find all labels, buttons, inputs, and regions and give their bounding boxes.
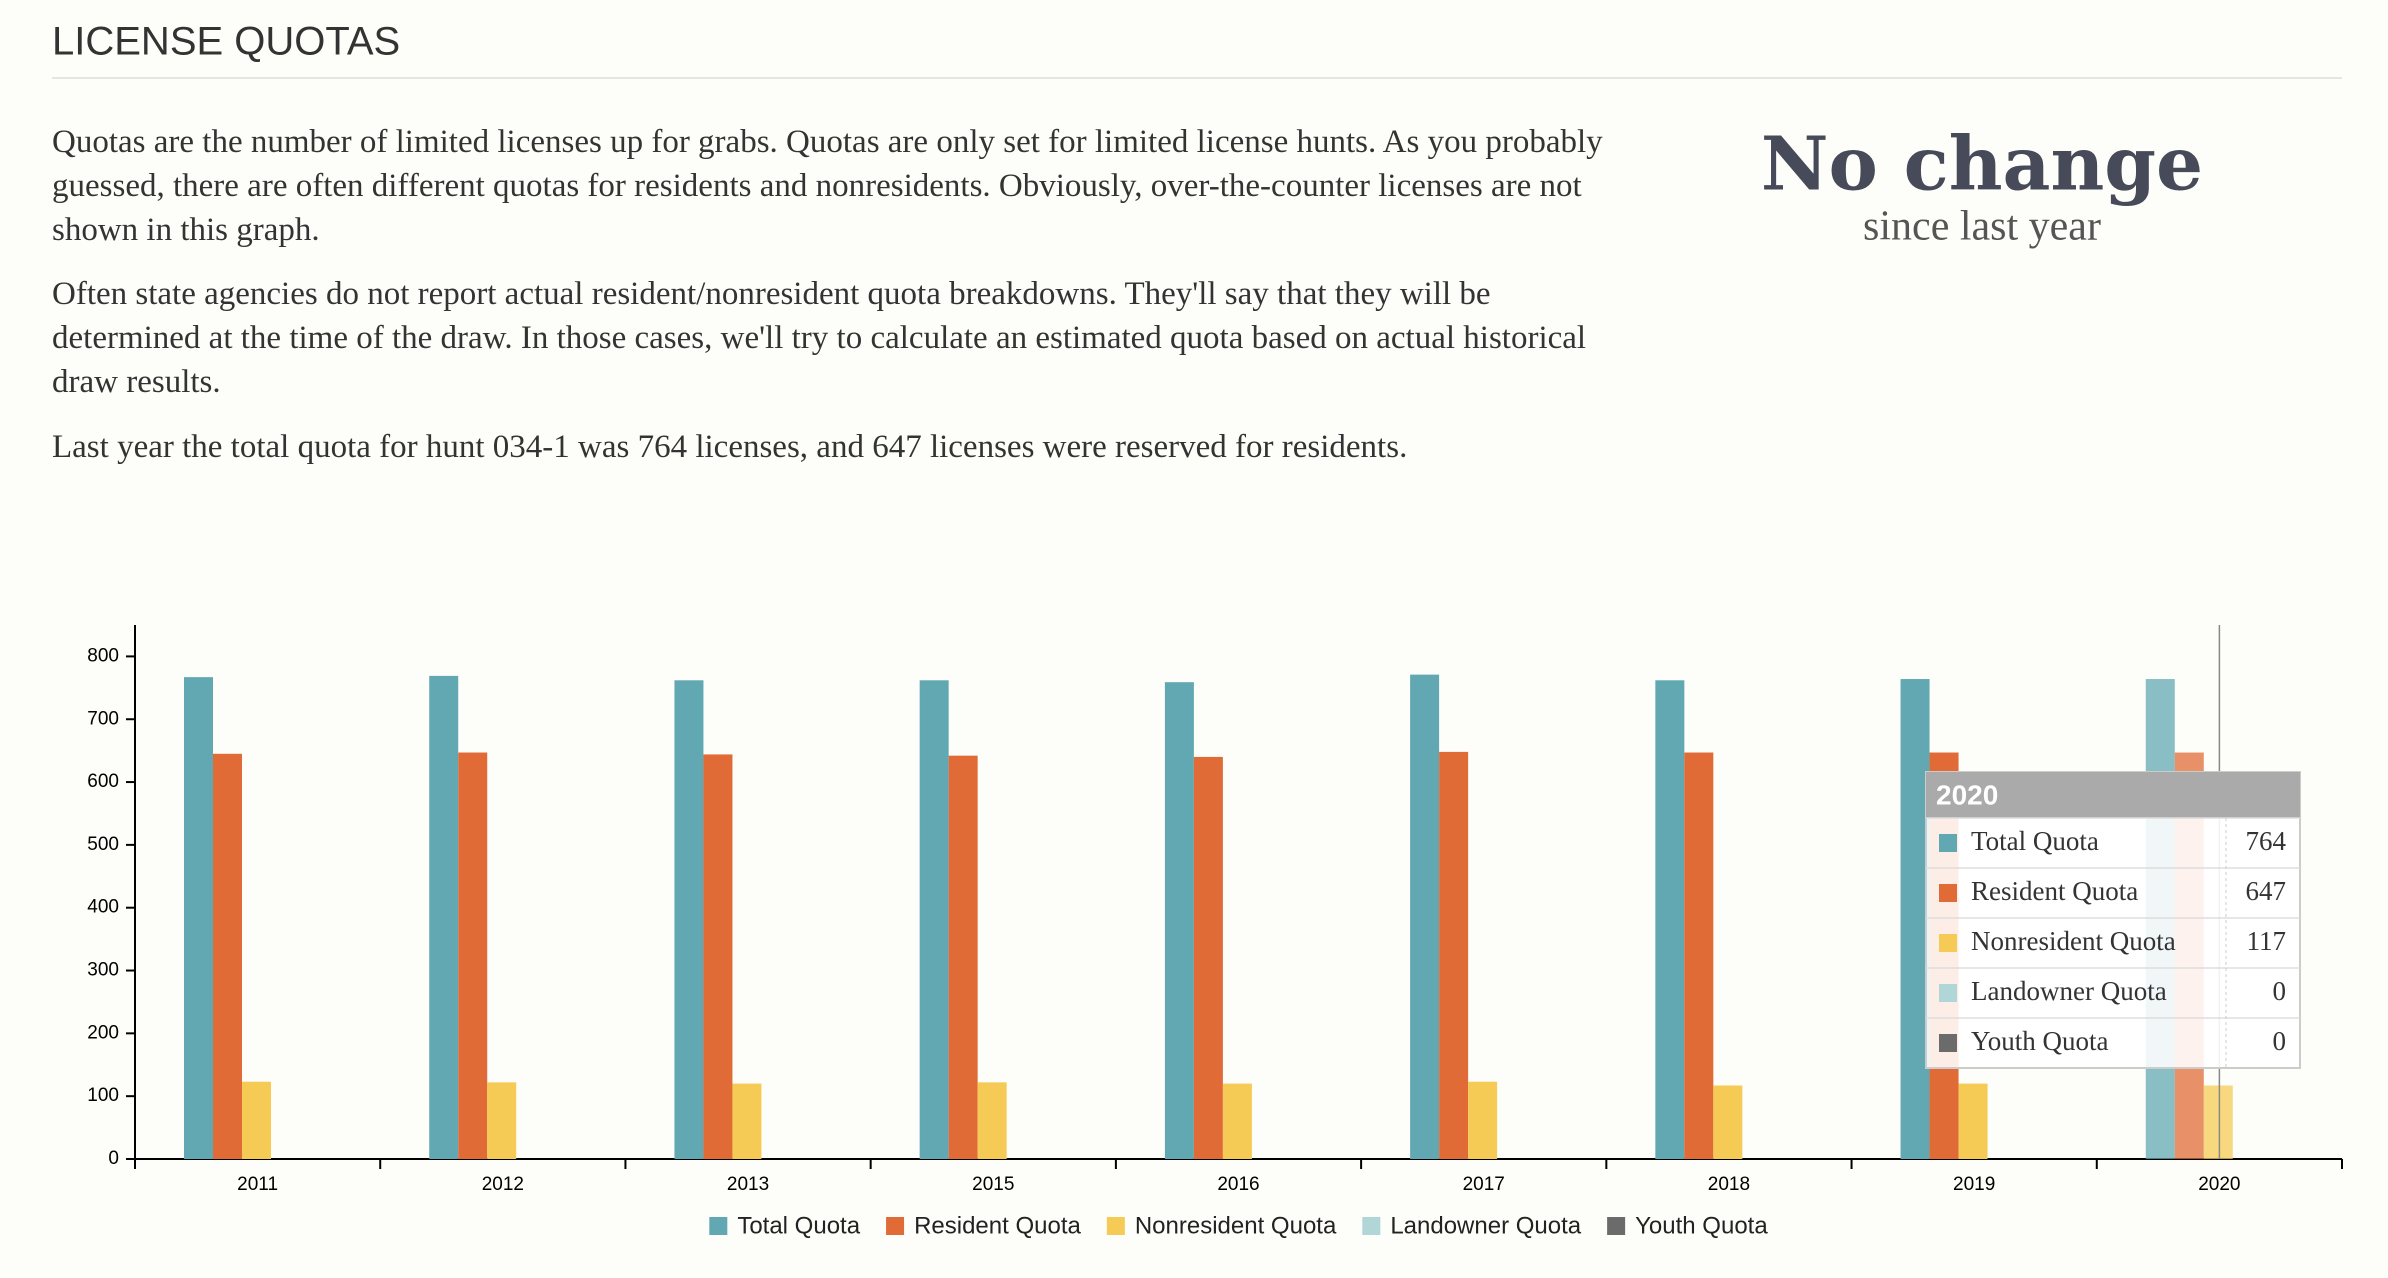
bar	[732, 1083, 762, 1159]
tooltip-header	[1926, 772, 2300, 818]
legend-swatch	[886, 1217, 905, 1235]
x-tick-label: 2018	[1708, 1174, 1750, 1195]
tooltip: 2020 Total Quota 764 Resident Quota 647 Nonre…	[1925, 771, 2301, 1069]
legend: Total Quota Resident Quota Nonresident Quo…	[709, 1212, 1768, 1239]
tooltip-title: 2020	[1936, 779, 1998, 810]
y-tick-label: 400	[87, 897, 119, 918]
legend-label: Landowner Quota	[1390, 1212, 1581, 1239]
x-tick-label: 2016	[1217, 1174, 1259, 1195]
x-tick-label: 2011	[237, 1174, 278, 1195]
x-tick-label: 2015	[972, 1174, 1014, 1195]
bar	[429, 675, 459, 1159]
bar	[1439, 751, 1469, 1159]
tooltip-label: Nonresident Quota	[1971, 926, 2176, 956]
bar	[1900, 679, 1930, 1159]
bar	[1164, 682, 1194, 1159]
bar	[1684, 752, 1714, 1159]
tooltip-value: 0	[2273, 1026, 2287, 1056]
tooltip-value: 647	[2246, 876, 2287, 906]
tooltip-label: Total Quota	[1971, 826, 2099, 856]
bar	[1958, 1083, 1988, 1159]
tooltip-swatch	[1939, 884, 1957, 902]
y-tick-label: 200	[87, 1022, 119, 1043]
bar	[977, 1082, 1007, 1159]
legend-swatch	[1607, 1217, 1626, 1235]
legend-label: Youth Quota	[1635, 1212, 1768, 1239]
y-tick-label: 600	[87, 771, 119, 792]
bar	[1410, 674, 1440, 1159]
tooltip-value: 0	[2273, 976, 2287, 1006]
bar	[1655, 680, 1685, 1159]
bar	[487, 1082, 517, 1159]
bar	[213, 753, 242, 1159]
legend-label: Nonresident Quota	[1135, 1212, 1337, 1239]
tooltip-label: Youth Quota	[1971, 1026, 2109, 1056]
bar	[1193, 756, 1223, 1159]
legend-label: Total Quota	[737, 1212, 860, 1239]
y-tick-label: 700	[87, 708, 119, 729]
bar	[703, 754, 733, 1159]
legend-swatch	[709, 1217, 728, 1235]
legend-swatch	[1106, 1217, 1125, 1235]
x-tick-label: 2013	[727, 1174, 769, 1195]
paragraph: Quotas are the number of limited license…	[52, 124, 1603, 248]
tooltip-swatch	[1939, 1034, 1957, 1052]
bar	[1713, 1085, 1743, 1159]
x-tick-label: 2019	[1953, 1174, 1995, 1195]
y-tick-label: 0	[108, 1148, 119, 1169]
bar	[1222, 1083, 1252, 1159]
bar	[242, 1081, 271, 1159]
bar	[2203, 1085, 2233, 1159]
x-tick-label: 2017	[1463, 1174, 1505, 1195]
tooltip-value: 117	[2247, 926, 2287, 956]
bar	[948, 755, 978, 1159]
tooltip-swatch	[1939, 934, 1957, 952]
tooltip-label: Resident Quota	[1971, 876, 2138, 906]
tooltip-value: 764	[2246, 826, 2287, 856]
tooltip-swatch	[1939, 834, 1957, 852]
bar	[674, 680, 704, 1159]
tooltip-label: Landowner Quota	[1971, 976, 2167, 1006]
summary-subtitle: since last year	[1863, 204, 2101, 250]
section-title: LICENSE QUOTAS	[52, 20, 400, 64]
bar	[1468, 1081, 1498, 1159]
x-tick-label: 2012	[482, 1174, 524, 1195]
legend-swatch	[1362, 1217, 1381, 1235]
x-tick-label: 2020	[2198, 1174, 2240, 1195]
bar	[458, 752, 488, 1159]
summary-headline: No change	[1761, 122, 2203, 208]
y-tick-label: 500	[87, 834, 119, 855]
paragraph: Last year the total quota for hunt 034-1…	[52, 429, 1408, 465]
tooltip-swatch	[1939, 984, 1957, 1002]
bar	[184, 677, 213, 1159]
bar	[919, 680, 949, 1159]
paragraph: Often state agencies do not report actua…	[52, 276, 1587, 400]
legend-label: Resident Quota	[914, 1212, 1081, 1239]
y-tick-label: 300	[87, 960, 119, 981]
y-tick-label: 100	[87, 1085, 119, 1106]
y-tick-label: 800	[87, 645, 119, 666]
